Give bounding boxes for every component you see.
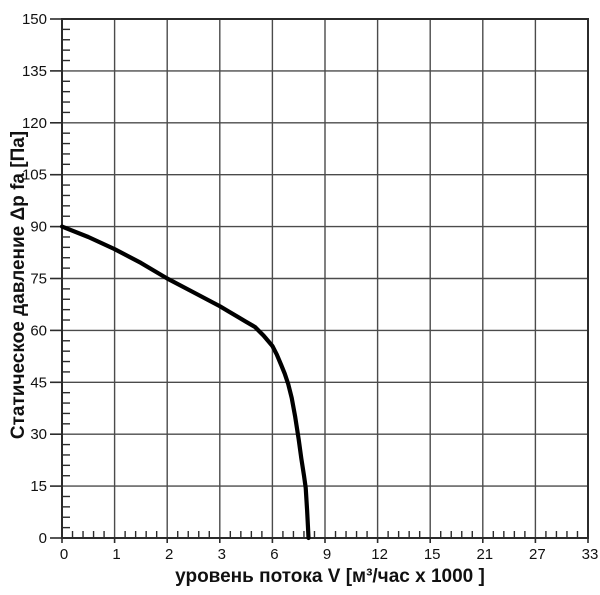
y-tick-label: 150 — [22, 11, 47, 28]
y-axis-title: Статическое давление Δp fa [Па] — [8, 131, 29, 439]
tick-layer — [50, 18, 589, 543]
y-tick-label: 30 — [30, 426, 47, 443]
x-tick-label: 0 — [60, 546, 68, 563]
y-tick-label: 135 — [22, 63, 47, 80]
plot-frame — [61, 18, 589, 539]
y-tick-label: 0 — [39, 530, 47, 547]
x-axis-title: уровень потока V [м³/час x 1000 ] — [175, 566, 485, 587]
y-tick-label: 90 — [30, 219, 47, 236]
pressure-curve — [59, 224, 311, 541]
y-tick-label: 120 — [22, 115, 47, 132]
x-tick-label: 27 — [529, 546, 546, 563]
x-tick-label: 2 — [165, 546, 173, 563]
x-tick-label: 9 — [323, 546, 331, 563]
x-tick-label: 15 — [424, 546, 441, 563]
x-tick-label: 1 — [112, 546, 120, 563]
frame-layer — [61, 18, 589, 539]
x-tick-label: 21 — [476, 546, 493, 563]
y-tick-label: 75 — [30, 271, 47, 288]
x-tick-label: 12 — [371, 546, 388, 563]
y-tick-label: 105 — [22, 167, 47, 184]
y-tick-label: 45 — [30, 374, 47, 391]
x-tick-label: 33 — [582, 546, 599, 563]
y-tick-label: 60 — [30, 322, 47, 339]
x-tick-label: 6 — [270, 546, 278, 563]
tick-label-layer: 0 1 2 3 6 9 12 15 21 27 33015304560759010512013515… — [22, 11, 598, 563]
grid-layer — [61, 18, 589, 539]
y-tick-label: 15 — [30, 478, 47, 495]
x-tick-label: 3 — [218, 546, 226, 563]
